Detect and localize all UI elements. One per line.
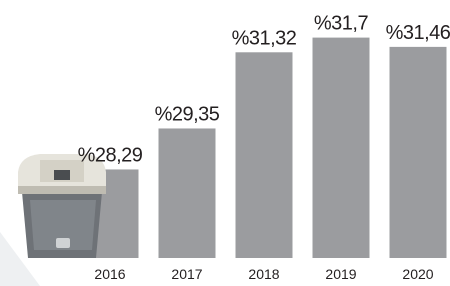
value-label: %28,29 xyxy=(78,144,143,166)
trash-bin-image xyxy=(18,154,106,258)
value-label: %31,32 xyxy=(232,27,297,49)
bar xyxy=(390,47,447,258)
page: {"chart_data": {"type": "bar", "categori… xyxy=(0,0,450,286)
x-tick-label: 2019 xyxy=(325,266,356,282)
value-label: %31,46 xyxy=(386,22,450,44)
chart: %28,29 2016 %29,35 2017 %31,32 2018 %31,7 2019%… xyxy=(0,0,450,286)
bar xyxy=(159,128,216,258)
value-label: %31,7 xyxy=(314,13,369,35)
bar xyxy=(236,52,293,258)
x-tick-label: 2016 xyxy=(94,266,125,282)
x-tick-label: 2020 xyxy=(402,266,433,282)
value-label: %29,35 xyxy=(155,103,220,125)
bar xyxy=(313,38,370,258)
x-tick-label: 2017 xyxy=(171,266,202,282)
x-tick-label: 2018 xyxy=(248,266,279,282)
